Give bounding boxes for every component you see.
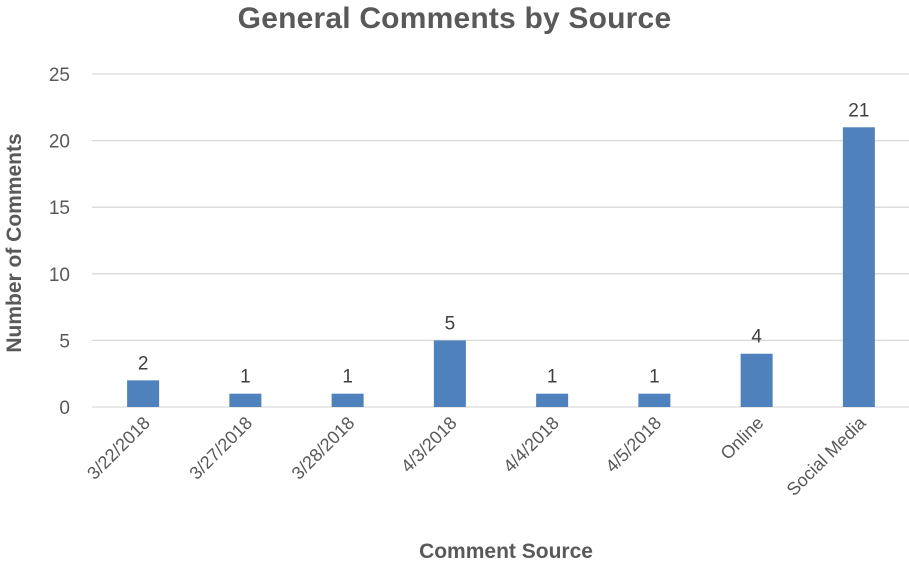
bars bbox=[127, 127, 875, 407]
x-tick-label: 4/3/2018 bbox=[397, 413, 461, 477]
chart-title: General Comments by Source bbox=[237, 2, 672, 35]
bar bbox=[229, 393, 262, 407]
x-tick-label: 3/22/2018 bbox=[83, 413, 154, 484]
data-label: 21 bbox=[848, 100, 869, 121]
y-tick-label: 0 bbox=[59, 398, 70, 419]
gridlines bbox=[92, 73, 909, 408]
y-tick-label: 20 bbox=[49, 132, 70, 153]
data-label: 5 bbox=[445, 313, 456, 334]
x-axis-tick-labels: 3/22/2018 3/27/2018 3/28/2018 4/3/2018 4/4/2… bbox=[83, 412, 870, 500]
data-label: 1 bbox=[547, 367, 558, 388]
x-tick-label: 3/28/2018 bbox=[288, 413, 359, 484]
y-axis-title: Number of Comments bbox=[3, 133, 26, 353]
y-tick-label: 15 bbox=[49, 198, 70, 219]
bar bbox=[433, 340, 466, 407]
y-axis-tick-labels: 0 5 10 15 20 25 bbox=[49, 65, 70, 419]
data-label: 1 bbox=[342, 367, 353, 388]
data-label: 2 bbox=[138, 353, 149, 374]
x-tick-label: Online bbox=[717, 413, 768, 464]
bar bbox=[638, 393, 671, 407]
y-tick-label: 5 bbox=[59, 331, 70, 352]
bar bbox=[740, 353, 773, 407]
bar bbox=[536, 393, 569, 407]
bar bbox=[842, 127, 875, 407]
x-tick-label: 3/27/2018 bbox=[185, 413, 256, 484]
y-tick-label: 10 bbox=[49, 265, 70, 286]
y-tick-label: 25 bbox=[49, 65, 70, 86]
x-tick-label: Social Media bbox=[783, 412, 871, 500]
data-label: 1 bbox=[649, 367, 660, 388]
bar bbox=[331, 393, 364, 407]
x-tick-label: 4/4/2018 bbox=[499, 413, 563, 477]
data-label: 1 bbox=[240, 367, 251, 388]
x-tick-label: 4/5/2018 bbox=[602, 413, 666, 477]
data-label: 4 bbox=[751, 327, 762, 348]
bar bbox=[127, 380, 160, 407]
x-axis-title: Comment Source bbox=[419, 540, 593, 563]
